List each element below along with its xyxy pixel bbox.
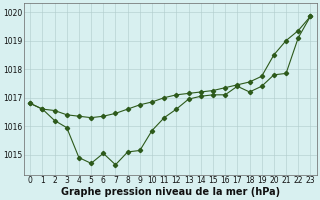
X-axis label: Graphe pression niveau de la mer (hPa): Graphe pression niveau de la mer (hPa) bbox=[61, 187, 280, 197]
